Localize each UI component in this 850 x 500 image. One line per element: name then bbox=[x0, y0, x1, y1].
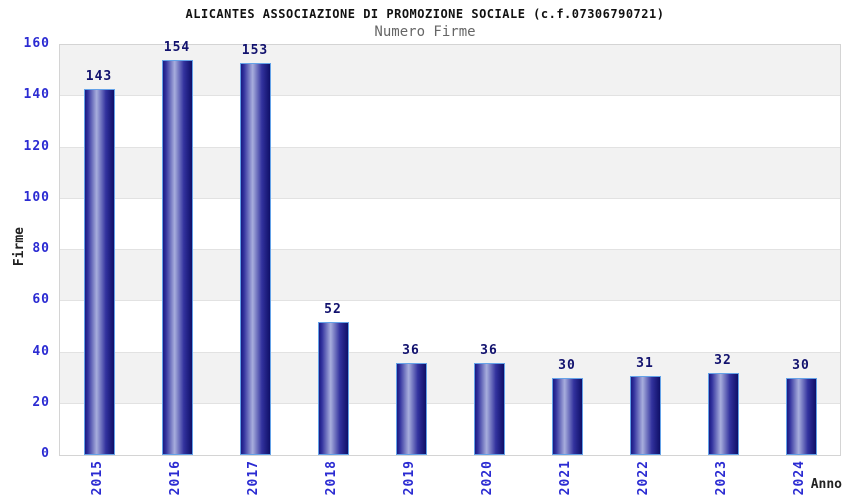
y-tick-label: 160 bbox=[23, 36, 50, 51]
bar-2017 bbox=[239, 62, 271, 455]
bar-2019 bbox=[395, 362, 427, 455]
x-tick-label: 2022 bbox=[636, 460, 651, 496]
x-tick-label: 2023 bbox=[714, 460, 729, 496]
bar-2015 bbox=[83, 88, 115, 455]
y-tick-label: 60 bbox=[32, 292, 50, 308]
x-tick-label: 2015 bbox=[90, 460, 105, 496]
plot-area: 143 154 153 52 36 36 30 31 32 30 bbox=[59, 40, 841, 456]
bar-value-label: 154 bbox=[163, 40, 191, 56]
x-tick-label: 2024 bbox=[792, 460, 807, 496]
bar-2020 bbox=[473, 362, 505, 455]
bar-2022 bbox=[629, 375, 661, 455]
x-tick-label: 2018 bbox=[324, 460, 339, 496]
bar-value-label: 31 bbox=[636, 355, 654, 371]
bar-value-label: 30 bbox=[792, 358, 810, 374]
x-tick-label: 2020 bbox=[480, 460, 495, 496]
bar-value-label: 143 bbox=[85, 68, 113, 84]
y-tick-label: 120 bbox=[23, 138, 50, 154]
y-tick-label: 80 bbox=[32, 241, 50, 256]
x-axis-label: Anno bbox=[810, 477, 842, 492]
y-tick-label: 140 bbox=[23, 87, 50, 103]
bar-value-label: 36 bbox=[402, 342, 420, 358]
y-tick-label: 40 bbox=[32, 343, 50, 359]
y-tick-label: 100 bbox=[23, 189, 50, 205]
bar-2021 bbox=[551, 378, 583, 455]
bar-2023 bbox=[707, 373, 739, 455]
x-tick-label: 2019 bbox=[402, 460, 417, 496]
bar-value-label: 52 bbox=[324, 301, 342, 317]
chart-title: ALICANTES ASSOCIAZIONE DI PROMOZIONE SOC… bbox=[185, 7, 665, 21]
bar-value-label: 32 bbox=[714, 353, 732, 368]
y-tick-label: 20 bbox=[32, 394, 50, 410]
bar-2016 bbox=[161, 60, 193, 455]
y-tick-label: 0 bbox=[41, 446, 50, 461]
bar-2024 bbox=[785, 378, 817, 455]
x-tick-label: 2016 bbox=[168, 460, 183, 496]
chart-subtitle: Numero Firme bbox=[374, 24, 476, 40]
bar-value-label: 36 bbox=[480, 342, 498, 358]
x-tick-label: 2021 bbox=[558, 460, 573, 496]
bar-2018 bbox=[317, 321, 349, 455]
bar-value-label: 30 bbox=[558, 358, 576, 374]
x-tick-label: 2017 bbox=[246, 460, 261, 496]
bar-value-label: 153 bbox=[241, 42, 269, 58]
